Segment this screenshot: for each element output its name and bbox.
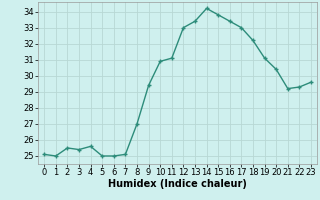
- X-axis label: Humidex (Indice chaleur): Humidex (Indice chaleur): [108, 179, 247, 189]
